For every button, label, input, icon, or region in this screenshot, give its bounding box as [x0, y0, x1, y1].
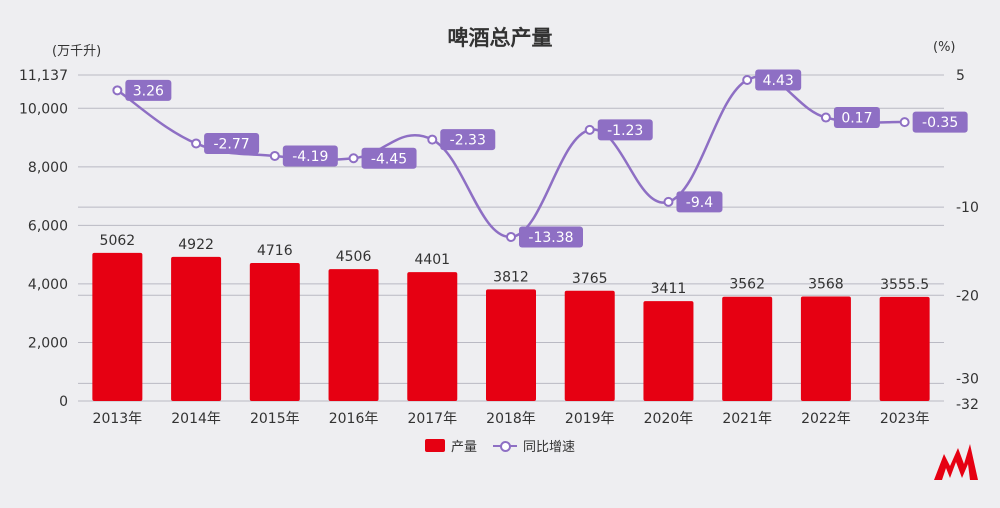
- growth-value-label: 3.26: [133, 83, 164, 99]
- x-axis-tick-label: 2015年: [250, 411, 300, 427]
- chart-title: 啤酒总产量: [447, 26, 553, 50]
- growth-point: [191, 138, 202, 149]
- left-axis-tick-label: 8,000: [28, 160, 68, 176]
- bar: [407, 272, 458, 401]
- growth-point: [269, 150, 280, 161]
- bar: [92, 252, 143, 401]
- bar-value-label: 3411: [651, 281, 687, 297]
- growth-point: [584, 124, 595, 135]
- legend-item-bar[interactable]: 产量: [424, 436, 477, 455]
- bar-value-label: 3765: [572, 271, 608, 287]
- growth-label-bg: [519, 226, 583, 248]
- growth-label-bg: [676, 191, 723, 213]
- bar: [879, 296, 930, 401]
- growth-point: [899, 117, 910, 128]
- bar: [722, 296, 773, 401]
- growth-value-label: 4.43: [763, 73, 794, 89]
- growth-value-label: -0.35: [922, 115, 958, 131]
- growth-point: [348, 153, 359, 164]
- growth-value-label: -9.4: [686, 195, 713, 211]
- growth-label-bg: [204, 132, 260, 154]
- left-axis-tick-label: 10,000: [19, 101, 68, 117]
- growth-value-label: -2.77: [213, 136, 249, 152]
- growth-point: [742, 75, 753, 86]
- bar-value-label: 3562: [729, 277, 765, 293]
- growth-label-bg: [440, 129, 496, 151]
- bar-value-label: 4716: [257, 243, 293, 259]
- bar-value-label: 4922: [178, 237, 214, 253]
- growth-label-bg: [282, 145, 338, 167]
- bar-value-label: 3555.5: [880, 277, 929, 293]
- x-axis-tick-label: 2019年: [565, 411, 615, 427]
- bar: [328, 269, 379, 401]
- bar-value-label: 4401: [414, 252, 450, 268]
- growth-value-label: -2.33: [450, 133, 486, 149]
- x-axis-tick-label: 2013年: [93, 411, 143, 427]
- growth-label-bg: [755, 69, 802, 91]
- chart-legend: 产量 同比增速: [0, 436, 1000, 455]
- right-axis-tick-label: -30: [956, 371, 979, 387]
- growth-value-label: -1.23: [607, 123, 643, 139]
- x-axis-tick-label: 2014年: [171, 411, 221, 427]
- growth-series-line: [116, 75, 905, 239]
- right-axis-tick-label: -32: [956, 397, 979, 413]
- growth-value-label: -4.19: [292, 149, 328, 165]
- legend-line-swatch: [493, 439, 517, 452]
- x-axis-tick-label: 2022年: [801, 411, 851, 427]
- growth-label-bg: [125, 79, 172, 101]
- left-axis-tick-label: 2,000: [28, 335, 68, 351]
- legend-item-line[interactable]: 同比增速: [493, 436, 575, 455]
- legend-bar-label: 产量: [450, 440, 477, 455]
- growth-point: [820, 112, 831, 123]
- bar: [564, 290, 615, 401]
- growth-label-bg: [833, 107, 880, 129]
- bar: [249, 262, 300, 401]
- left-axis-tick-label: 4,000: [28, 277, 68, 293]
- x-axis-tick-label: 2020年: [644, 411, 694, 427]
- growth-value-label: -4.45: [371, 151, 407, 167]
- bar: [643, 301, 694, 401]
- bar-value-label: 3812: [493, 269, 529, 285]
- legend-bar-swatch: [424, 439, 445, 452]
- growth-value-label: -13.38: [528, 230, 573, 246]
- x-axis-tick-label: 2021年: [722, 411, 772, 427]
- growth-point: [663, 196, 674, 207]
- right-axis-unit: (%): [933, 40, 956, 55]
- right-axis-tick-label: -10: [956, 200, 979, 216]
- bar-value-label: 3568: [808, 277, 844, 293]
- left-axis-tick-label: 6,000: [28, 218, 68, 234]
- bar: [171, 256, 222, 401]
- bar-value-label: 4506: [336, 249, 372, 265]
- right-axis-tick-label: 5: [956, 68, 965, 84]
- growth-point: [427, 134, 438, 145]
- bar: [486, 289, 536, 401]
- x-axis-tick-label: 2018年: [486, 411, 536, 427]
- bar: [800, 296, 851, 401]
- right-axis-tick-label: -20: [956, 288, 979, 304]
- red-m-brand-logo-icon: [934, 444, 978, 480]
- left-axis-unit: (万千升): [52, 44, 102, 59]
- growth-value-label: 0.17: [841, 111, 872, 127]
- growth-label-bg: [361, 147, 417, 169]
- growth-point: [112, 85, 123, 96]
- legend-line-label: 同比增速: [523, 440, 576, 455]
- bar-value-label: 5062: [100, 233, 136, 249]
- left-axis-tick-label: 11,137: [19, 68, 68, 84]
- growth-label-bg: [597, 119, 653, 141]
- x-axis-tick-label: 2023年: [880, 411, 930, 427]
- growth-point: [506, 231, 516, 242]
- x-axis-tick-label: 2016年: [329, 411, 379, 427]
- growth-label-bg: [912, 111, 968, 133]
- x-axis-tick-label: 2017年: [407, 411, 457, 427]
- left-axis-tick-label: 0: [59, 394, 68, 410]
